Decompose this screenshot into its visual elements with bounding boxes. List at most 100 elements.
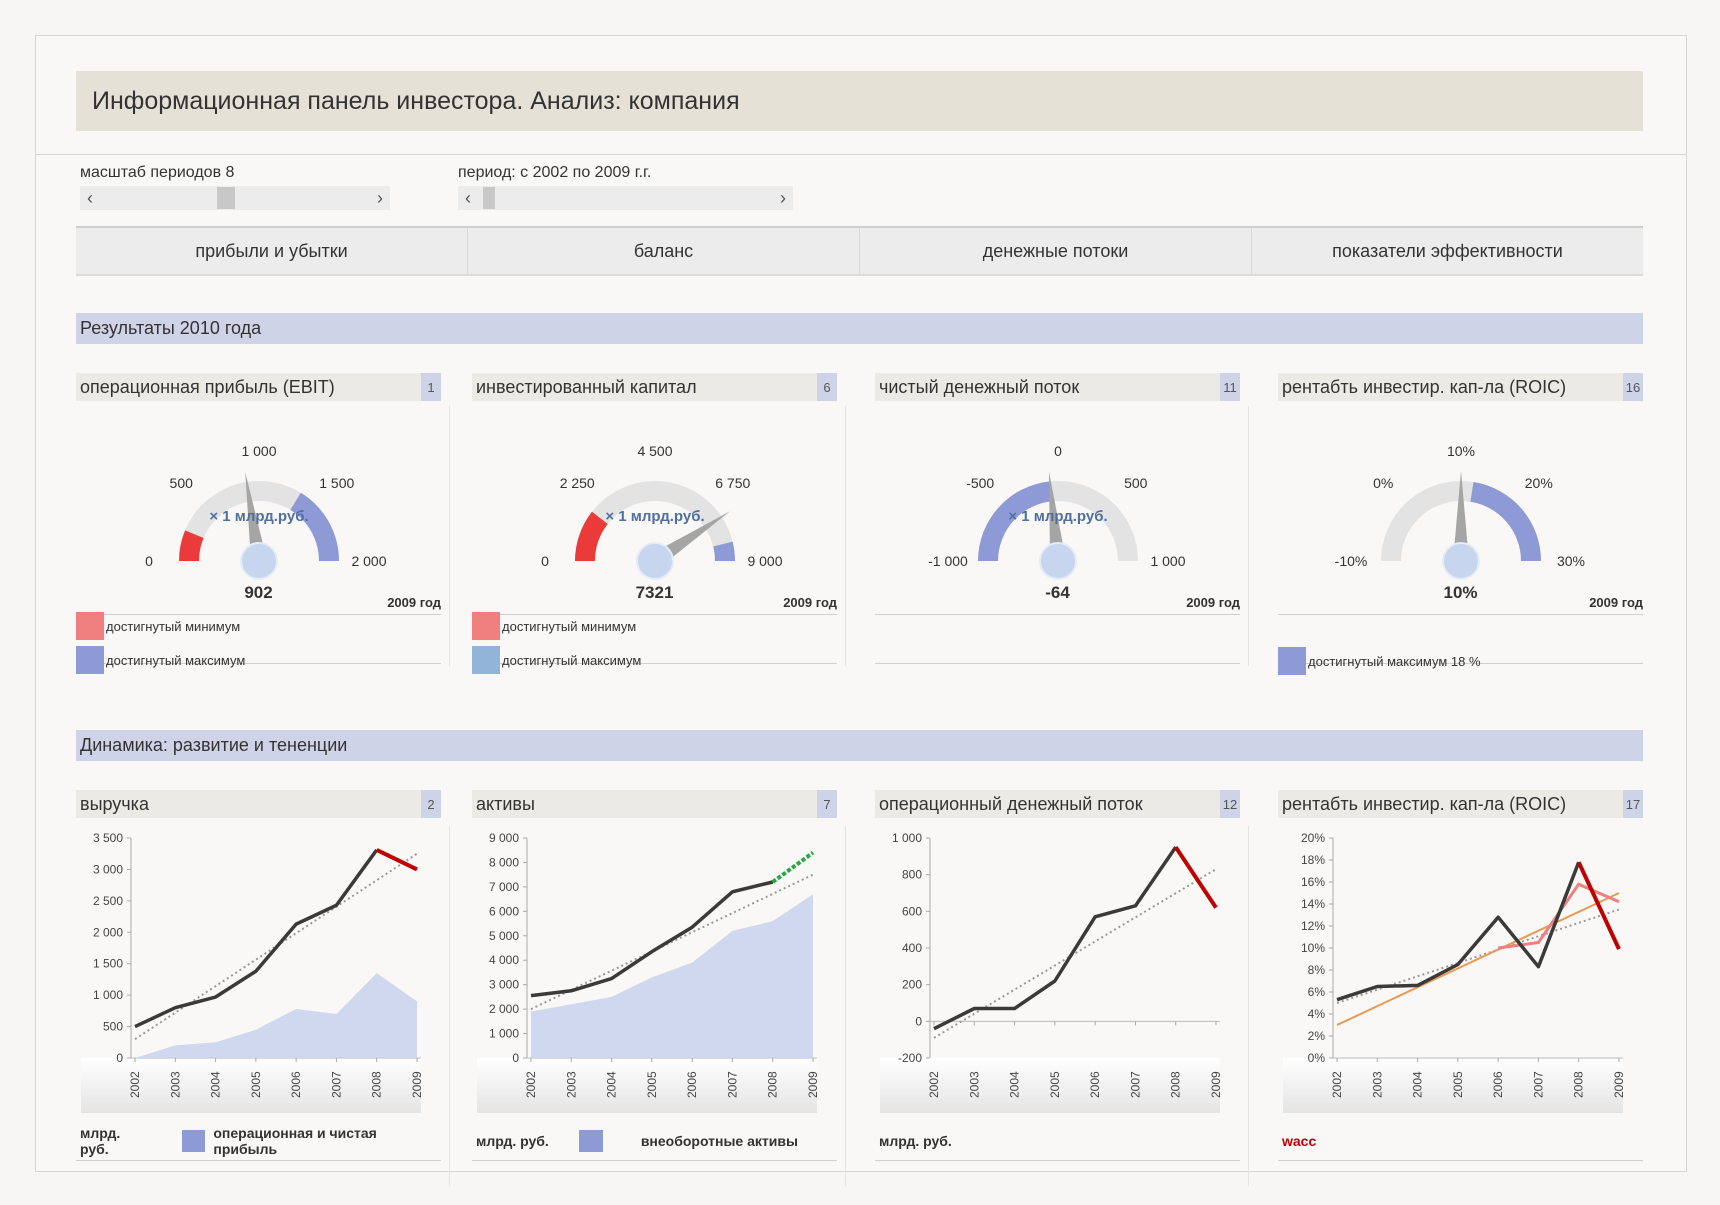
chart-number-badge: 2	[421, 790, 441, 818]
chart-title: операционный денежный поток	[879, 793, 1143, 814]
tab-profit-loss[interactable]: прибыли и убытки	[76, 228, 468, 274]
gauge-bottom-line	[875, 663, 1240, 664]
y-tick-label: 800	[902, 868, 922, 882]
gauge-max-band	[713, 541, 735, 561]
y-tick-label: 200	[902, 978, 922, 992]
gauge-hub	[1442, 542, 1480, 580]
gauge-card: рентабть инвестир. кап-ла (ROIC) 16 -10% 0%…	[1278, 373, 1643, 675]
x-axis-band	[1283, 1058, 1623, 1113]
gauge-max-band	[1470, 481, 1541, 561]
x-tick-label: 2002	[524, 1071, 538, 1098]
y-tick-label: 0	[512, 1051, 519, 1065]
y-tick-label: 400	[902, 941, 922, 955]
tab-efficiency[interactable]: показатели эффективности	[1332, 240, 1563, 261]
gauge-tick-label: 2 000	[351, 553, 386, 569]
y-tick-label: 3 000	[93, 862, 123, 876]
period-left-arrow[interactable]: ‹	[465, 187, 471, 208]
x-tick-label: 2009	[410, 1071, 424, 1098]
gauge-tick-label: 1 500	[319, 475, 354, 491]
gauge-card: инвестированный капитал 6 0 2 250 4 500 6 750…	[472, 373, 837, 674]
gauge-hub	[1039, 542, 1077, 580]
gauge-unit-label: × 1 млрд.руб.	[1008, 508, 1107, 525]
period-right-arrow[interactable]: ›	[780, 187, 786, 208]
chart-bottom-line	[472, 1160, 837, 1161]
gauge-tick-label: 9 000	[747, 553, 782, 569]
gauge-tick-label: 500	[1124, 475, 1148, 491]
gauge-tick-label: 1 000	[241, 443, 276, 459]
main-series	[134, 848, 379, 1029]
gauge-hub	[636, 542, 674, 580]
y-tick-label: 6 000	[489, 904, 519, 918]
y-tick-label: 1 000	[93, 988, 123, 1002]
y-tick-label: 6%	[1308, 985, 1326, 999]
main-series	[1336, 861, 1581, 1002]
x-tick-label: 2004	[1008, 1071, 1022, 1098]
y-tick-label: 3 500	[93, 831, 123, 845]
gauge-bottom-line	[76, 663, 441, 664]
y-tick-label: 2 000	[93, 925, 123, 939]
main-series	[530, 880, 774, 998]
chart-card: рентабть инвестир. кап-ла (ROIC) 17 0% 2% 4%…	[1278, 790, 1643, 1185]
y-tick-label: 1 000	[489, 1027, 519, 1041]
gauge-year: 2009 год	[783, 595, 837, 610]
x-tick-label: 2009	[1209, 1071, 1223, 1098]
dashboard-frame: Информационная панель инвестора. Анализ:…	[35, 35, 1687, 1186]
x-tick-label: 2007	[1128, 1071, 1142, 1098]
section-dynamics-title: Динамика: развитие и тененции	[80, 735, 348, 755]
chart-card: выручка 2 0 500 1 000 1 500 2 000 2 500 3 000 3 5…	[76, 790, 441, 1185]
chart-card-header: рентабть инвестир. кап-ла (ROIC) 17	[1278, 790, 1643, 818]
gauge-tick-label: -1 000	[928, 553, 968, 569]
y-tick-label: 8 000	[489, 855, 519, 869]
y-tick-label: 600	[902, 904, 922, 918]
tab-balance[interactable]: баланс	[468, 228, 860, 274]
period-thumb[interactable]	[483, 187, 495, 209]
y-tick-label: 0	[915, 1014, 922, 1028]
gauge-track	[575, 481, 735, 561]
line-chart: 0 1 000 2 000 3 000 4 000 5 000 6 000 7 000 8 00…	[477, 831, 820, 1113]
gauge-tick-label: 20%	[1525, 475, 1553, 491]
x-tick-label: 2005	[249, 1071, 263, 1098]
gauge-card-header: инвестированный капитал 6	[472, 373, 837, 401]
gauge-value: -64	[1045, 583, 1070, 602]
trend-line	[134, 852, 418, 1040]
column-divider	[449, 406, 450, 666]
x-axis-band	[477, 1058, 817, 1113]
gauge-title: чистый денежный поток	[879, 376, 1080, 397]
legend-item: достигнутый минимум	[472, 612, 636, 640]
gauge-min-band	[575, 511, 608, 561]
chart-unit-label: млрд. руб.	[476, 1133, 549, 1149]
x-tick-label: 2006	[1088, 1071, 1102, 1098]
trend-line	[530, 873, 814, 1011]
legend-label: достигнутый минимум	[502, 618, 637, 634]
gauge-number-badge: 16	[1623, 373, 1643, 401]
period-scrollbar[interactable]: ‹ ›	[458, 186, 793, 210]
gauge-dial: 0 2 250 4 500 6 750 9 000 × 1 млрд.руб.	[541, 443, 783, 580]
gauge-bottom-line	[1278, 663, 1643, 664]
x-tick-label: 2009	[1612, 1071, 1626, 1098]
scale-scrollbar[interactable]: ‹ ›	[80, 186, 390, 210]
legend-label: достигнутый максимум	[502, 652, 642, 668]
x-axis-band	[81, 1058, 421, 1113]
x-tick-label: 2004	[605, 1071, 619, 1098]
x-tick-label: 2003	[967, 1071, 981, 1098]
line-chart: 0 500 1 000 1 500 2 000 2 500 3 000 3 500 2002 20…	[81, 831, 424, 1113]
gauge-min-band	[179, 530, 204, 561]
chart-number-badge: 7	[817, 790, 837, 818]
line-chart: 0% 2% 4% 6% 8% 10% 12% 14% 16% 18% 20% 2002 2003 2004…	[1283, 831, 1626, 1113]
gauge-divider	[875, 614, 1240, 615]
gauge-max-band	[978, 481, 1052, 561]
scale-left-arrow[interactable]: ‹	[87, 187, 93, 208]
scale-label: масштаб периодов 8	[80, 164, 235, 181]
tab-cash-flows[interactable]: денежные потоки	[860, 228, 1252, 274]
gauge-tick-label: 2 250	[560, 475, 595, 491]
gauge-title: операционная прибыль (EBIT)	[80, 376, 335, 397]
y-tick-label: 1 000	[892, 831, 922, 845]
header-divider	[36, 154, 1686, 155]
scale-thumb[interactable]	[217, 187, 235, 209]
chart-legend-label: внеоборотные активы	[640, 1133, 798, 1149]
gauge-card-header: рентабть инвестир. кап-ла (ROIC) 16	[1278, 373, 1643, 401]
last-period-segment	[1576, 861, 1621, 950]
legend-swatch	[472, 646, 500, 674]
scale-right-arrow[interactable]: ›	[377, 187, 383, 208]
x-axis-band	[880, 1058, 1220, 1113]
